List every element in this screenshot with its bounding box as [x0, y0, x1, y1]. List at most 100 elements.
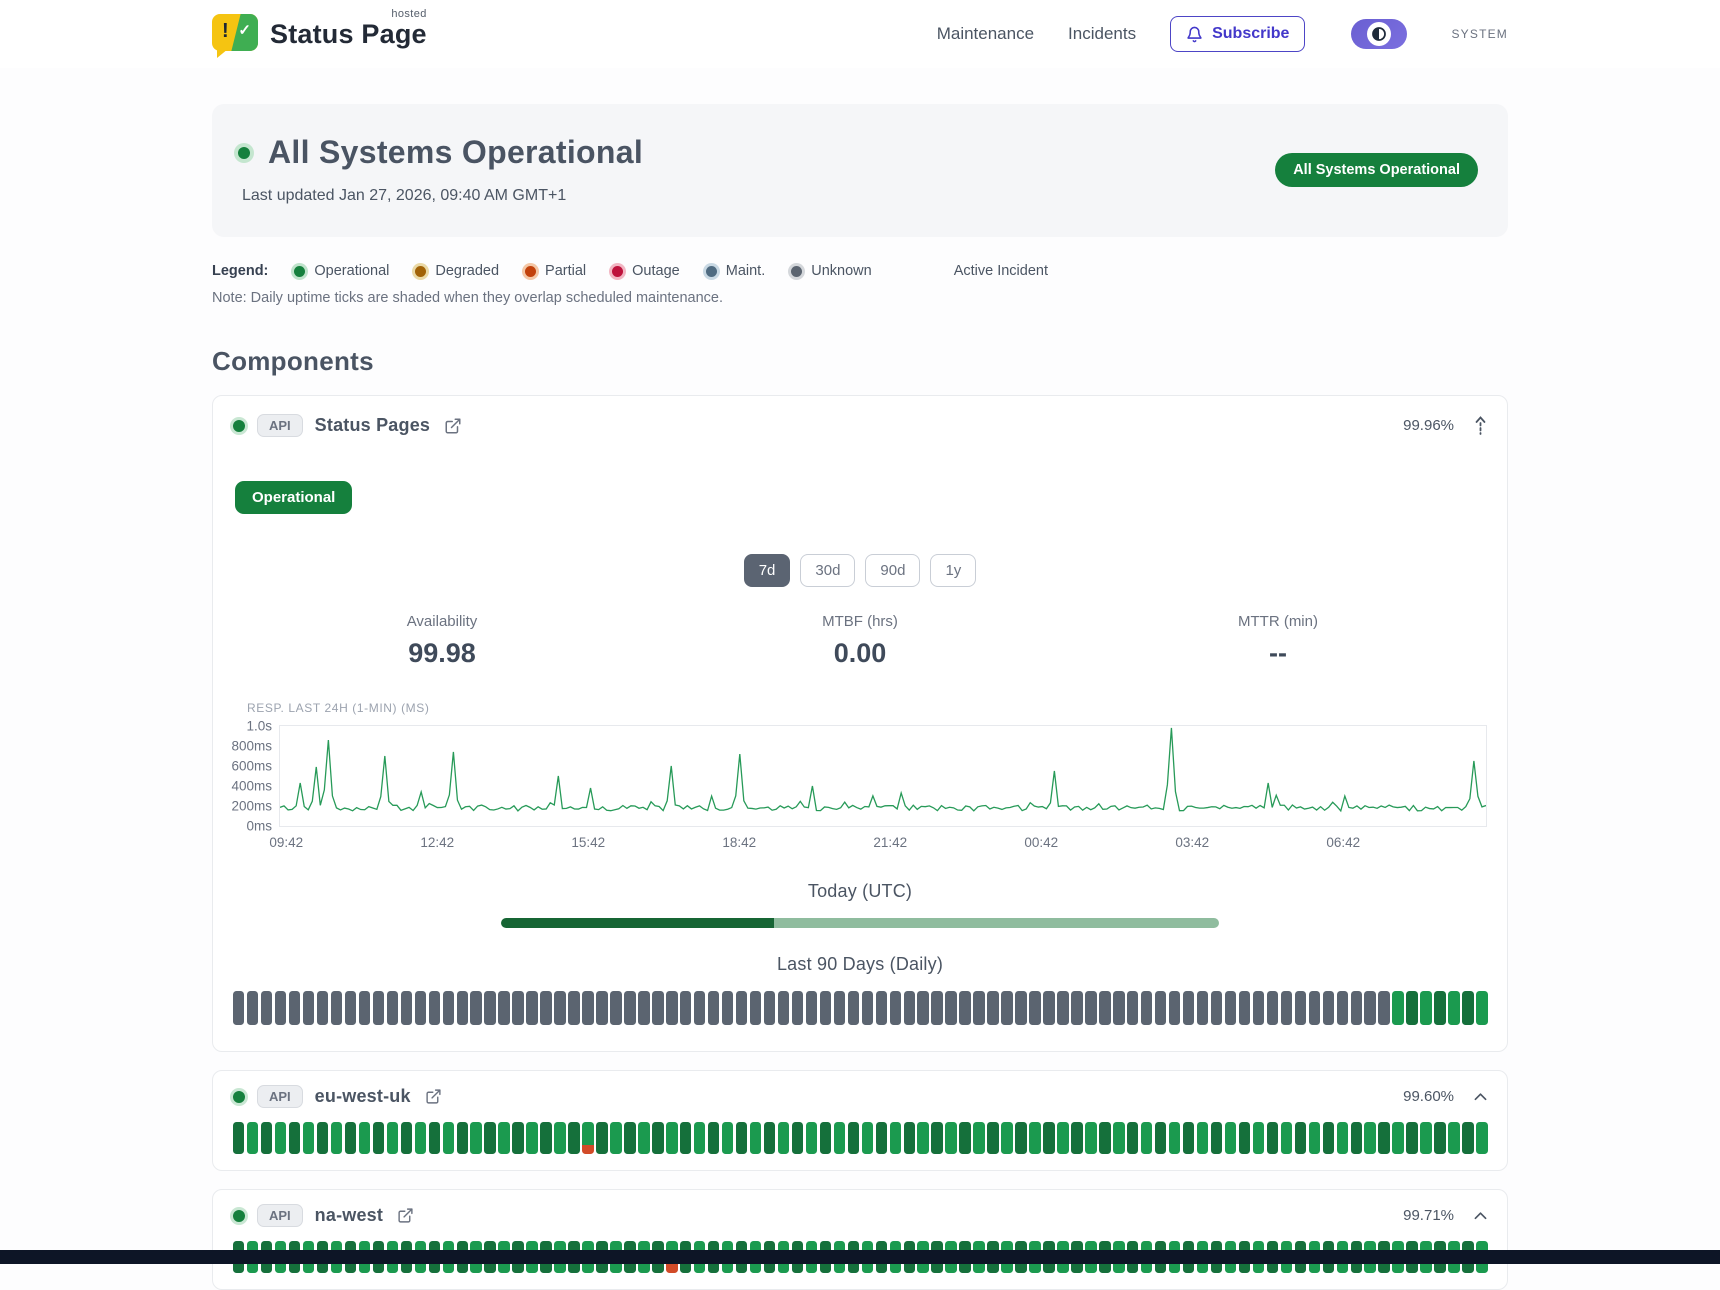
- uptime-tick-unknown[interactable]: [498, 991, 510, 1025]
- range-button-90d[interactable]: 90d: [865, 554, 921, 587]
- uptime-tick-operational[interactable]: [1420, 1122, 1432, 1154]
- uptime-tick-unknown[interactable]: [1308, 991, 1321, 1025]
- uptime-tick-operational[interactable]: [805, 1122, 818, 1154]
- range-button-1y[interactable]: 1y: [930, 554, 977, 587]
- uptime-tick-unknown[interactable]: [386, 991, 399, 1025]
- uptime-tick-operational[interactable]: [1392, 991, 1404, 1025]
- uptime-tick-unknown[interactable]: [1113, 991, 1125, 1025]
- theme-toggle[interactable]: [1351, 19, 1408, 49]
- uptime-tick-unknown[interactable]: [1029, 991, 1041, 1025]
- uptime-tick-operational[interactable]: [889, 1122, 901, 1154]
- uptime-tick-operational[interactable]: [1406, 1122, 1418, 1154]
- uptime-tick-operational[interactable]: [1196, 1122, 1209, 1154]
- uptime-tick-unknown[interactable]: [1196, 991, 1209, 1025]
- chevron-up-icon[interactable]: [1474, 1211, 1487, 1220]
- subscribe-button[interactable]: Subscribe: [1170, 16, 1306, 52]
- uptime-tick-operational[interactable]: [568, 1122, 580, 1154]
- uptime-tick-operational[interactable]: [288, 1122, 301, 1154]
- uptime-tick-unknown[interactable]: [1043, 991, 1055, 1025]
- nav-incidents[interactable]: Incidents: [1068, 24, 1137, 43]
- uptime-tick-unknown[interactable]: [233, 991, 245, 1025]
- uptime-tick-operational[interactable]: [777, 1122, 790, 1154]
- uptime-tick-unknown[interactable]: [1378, 991, 1390, 1025]
- collapse-arrow-icon[interactable]: [1474, 415, 1487, 436]
- uptime-tick-operational[interactable]: [1085, 1122, 1097, 1154]
- uptime-tick-operational[interactable]: [1308, 1122, 1321, 1154]
- uptime-tick-operational[interactable]: [1071, 1122, 1083, 1154]
- uptime-tick-operational[interactable]: [1224, 1122, 1237, 1154]
- uptime-tick-operational[interactable]: [624, 1122, 636, 1154]
- uptime-tick-unknown[interactable]: [456, 991, 468, 1025]
- uptime-tick-operational[interactable]: [1476, 1122, 1488, 1154]
- uptime-tick-unknown[interactable]: [568, 991, 580, 1025]
- uptime-tick-unknown[interactable]: [540, 991, 552, 1025]
- uptime-tick-operational[interactable]: [302, 1122, 315, 1154]
- uptime-tick-unknown[interactable]: [680, 991, 692, 1025]
- uptime-tick-operational[interactable]: [833, 1122, 846, 1154]
- range-button-7d[interactable]: 7d: [743, 554, 791, 587]
- uptime-tick-operational[interactable]: [470, 1122, 482, 1154]
- uptime-tick-unknown[interactable]: [1238, 991, 1251, 1025]
- uptime-tick-unknown[interactable]: [1085, 991, 1097, 1025]
- uptime-tick-unknown[interactable]: [861, 991, 874, 1025]
- uptime-tick-unknown[interactable]: [721, 991, 734, 1025]
- uptime-tick-operational[interactable]: [735, 1122, 748, 1154]
- uptime-tick-unknown[interactable]: [735, 991, 748, 1025]
- uptime-tick-operational[interactable]: [1462, 991, 1474, 1025]
- uptime-tick-unknown[interactable]: [1350, 991, 1362, 1025]
- range-button-30d[interactable]: 30d: [800, 554, 856, 587]
- uptime-tick-operational[interactable]: [372, 1122, 385, 1154]
- uptime-tick-unknown[interactable]: [554, 991, 566, 1025]
- uptime-tick-operational[interactable]: [414, 1122, 427, 1154]
- uptime-tick-unknown[interactable]: [344, 991, 357, 1025]
- uptime-tick-unknown[interactable]: [833, 991, 846, 1025]
- uptime-tick-unknown[interactable]: [1168, 991, 1181, 1025]
- uptime-tick-unknown[interactable]: [1280, 991, 1293, 1025]
- uptime-tick-unknown[interactable]: [847, 991, 860, 1025]
- uptime-tick-operational[interactable]: [1434, 991, 1446, 1025]
- uptime-tick-unknown[interactable]: [1127, 991, 1139, 1025]
- uptime-tick-unknown[interactable]: [749, 991, 762, 1025]
- uptime-tick-operational[interactable]: [274, 1122, 287, 1154]
- uptime-tick-unknown[interactable]: [414, 991, 427, 1025]
- uptime-tick-operational[interactable]: [749, 1122, 762, 1154]
- uptime-tick-operational[interactable]: [1001, 1122, 1013, 1154]
- uptime-tick-operational[interactable]: [1238, 1122, 1251, 1154]
- uptime-tick-operational[interactable]: [973, 1122, 985, 1154]
- uptime-tick-unknown[interactable]: [1322, 991, 1335, 1025]
- uptime-tick-operational[interactable]: [1336, 1122, 1348, 1154]
- uptime-tick-operational[interactable]: [344, 1122, 357, 1154]
- uptime-tick-unknown[interactable]: [805, 991, 818, 1025]
- uptime-tick-unknown[interactable]: [288, 991, 301, 1025]
- uptime-tick-unknown[interactable]: [1210, 991, 1223, 1025]
- uptime-tick-unknown[interactable]: [638, 991, 650, 1025]
- uptime-tick-operational[interactable]: [1434, 1122, 1446, 1154]
- uptime-tick-operational[interactable]: [1448, 1122, 1460, 1154]
- uptime-tick-operational[interactable]: [652, 1122, 664, 1154]
- uptime-tick-operational[interactable]: [847, 1122, 860, 1154]
- uptime-tick-operational[interactable]: [666, 1122, 678, 1154]
- uptime-tick-unknown[interactable]: [1182, 991, 1195, 1025]
- uptime-tick-operational[interactable]: [1210, 1122, 1223, 1154]
- uptime-tick-unknown[interactable]: [1294, 991, 1307, 1025]
- uptime-tick-unknown[interactable]: [1015, 991, 1027, 1025]
- uptime-tick-operational[interactable]: [540, 1122, 552, 1154]
- uptime-tick-operational[interactable]: [610, 1122, 622, 1154]
- uptime-tick-unknown[interactable]: [959, 991, 971, 1025]
- uptime-tick-operational[interactable]: [456, 1122, 468, 1154]
- uptime-tick-operational[interactable]: [512, 1122, 524, 1154]
- uptime-tick-unknown[interactable]: [707, 991, 720, 1025]
- uptime-tick-unknown[interactable]: [763, 991, 776, 1025]
- uptime-tick-operational[interactable]: [233, 1122, 245, 1154]
- uptime-tick-unknown[interactable]: [1266, 991, 1279, 1025]
- uptime-tick-unknown[interactable]: [274, 991, 287, 1025]
- uptime-tick-operational[interactable]: [498, 1122, 510, 1154]
- uptime-tick-operational[interactable]: [819, 1122, 832, 1154]
- uptime-tick-operational[interactable]: [903, 1122, 915, 1154]
- uptime-tick-operational[interactable]: [1392, 1122, 1404, 1154]
- brand[interactable]: ! ✓ hosted Status Page: [212, 8, 427, 58]
- uptime-tick-unknown[interactable]: [302, 991, 315, 1025]
- uptime-tick-operational[interactable]: [554, 1122, 566, 1154]
- uptime-tick-unknown[interactable]: [624, 991, 636, 1025]
- uptime-tick-unknown[interactable]: [484, 991, 496, 1025]
